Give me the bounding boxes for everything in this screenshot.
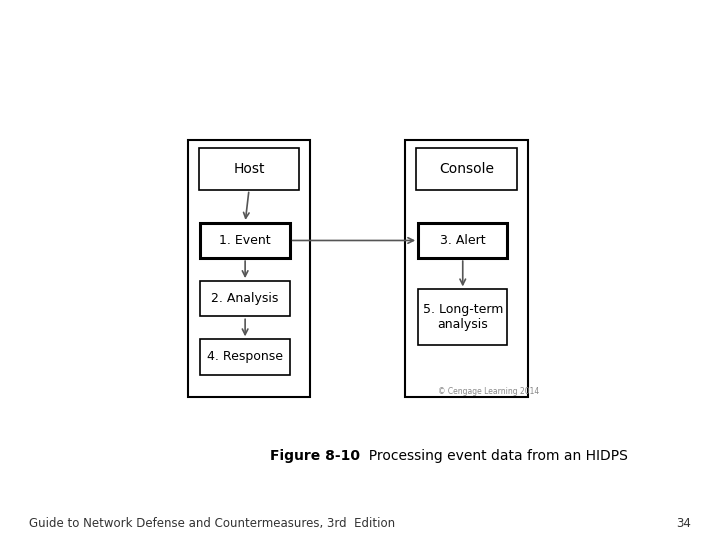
FancyBboxPatch shape <box>188 140 310 397</box>
Text: Host: Host <box>233 162 265 176</box>
Text: Guide to Network Defense and Countermeasures, 3rd  Edition: Guide to Network Defense and Countermeas… <box>29 517 395 530</box>
FancyBboxPatch shape <box>200 223 289 258</box>
Text: 4. Response: 4. Response <box>207 350 283 363</box>
Text: © Cengage Learning 2014: © Cengage Learning 2014 <box>438 387 539 396</box>
FancyBboxPatch shape <box>200 281 289 316</box>
Text: 34: 34 <box>676 517 691 530</box>
Text: Processing event data from an HIDPS: Processing event data from an HIDPS <box>360 449 628 463</box>
Text: 5. Long-term
analysis: 5. Long-term analysis <box>423 303 503 332</box>
FancyBboxPatch shape <box>199 148 300 190</box>
FancyBboxPatch shape <box>405 140 528 397</box>
Text: 1. Event: 1. Event <box>220 234 271 247</box>
Text: 3. Alert: 3. Alert <box>440 234 485 247</box>
FancyBboxPatch shape <box>418 289 508 346</box>
Text: 2. Analysis: 2. Analysis <box>212 292 279 305</box>
Text: Console: Console <box>439 162 494 176</box>
Text: Figure 8-10: Figure 8-10 <box>270 449 360 463</box>
FancyBboxPatch shape <box>418 223 508 258</box>
FancyBboxPatch shape <box>416 148 517 190</box>
FancyBboxPatch shape <box>200 339 289 375</box>
